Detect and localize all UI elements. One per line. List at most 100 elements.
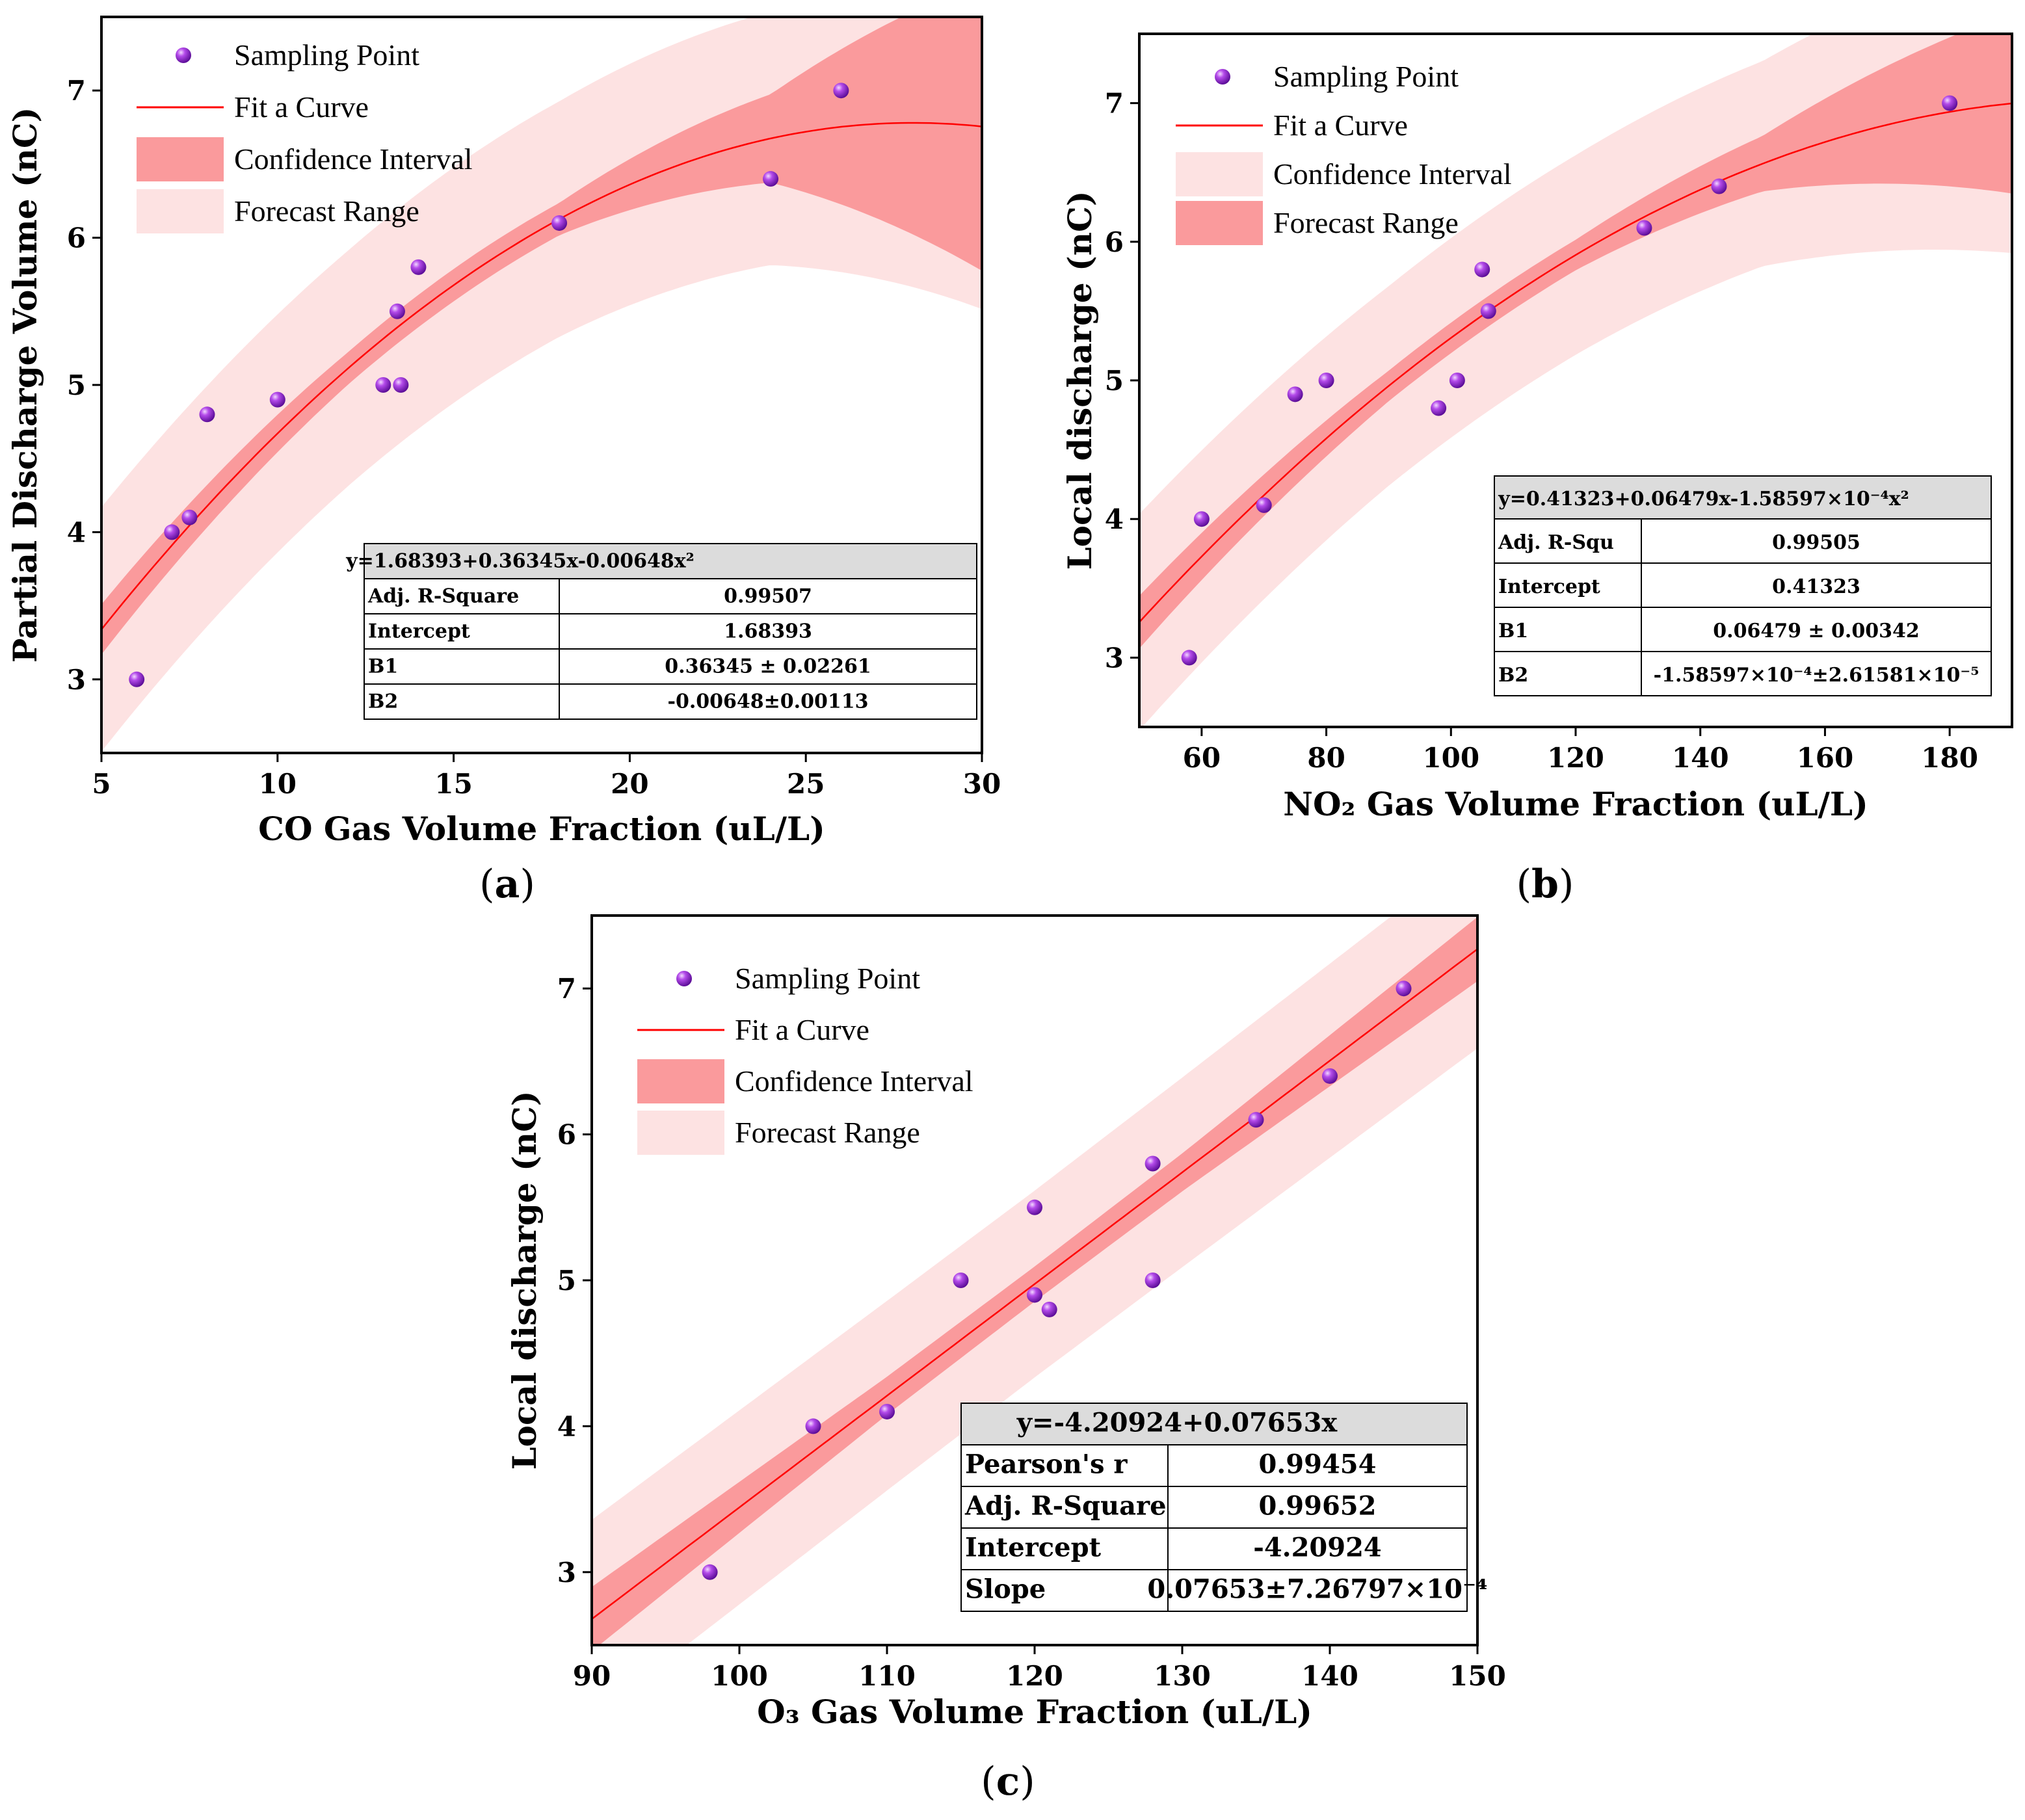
table-equation: y=-4.20924+0.07653x [1016,1408,1338,1438]
sampling-point [879,1403,895,1419]
x-tick-label: 130 [1154,1660,1211,1692]
table-row-value: -1.58597×10⁻⁴±2.61581×10⁻⁵ [1654,664,1979,687]
table-row-label: Pearson's r [965,1449,1128,1480]
table-row-value: 1.68393 [724,620,812,643]
table-row-value: -4.20924 [1253,1533,1382,1563]
legend-swatch [1176,201,1263,245]
table-row-value: 0.36345 ± 0.02261 [665,655,871,678]
plot-area [1139,34,2012,727]
y-tick-label: 7 [67,75,86,107]
panel-label: (a) [479,862,535,907]
legend-label: Sampling Point [735,962,920,995]
y-tick-label: 6 [1105,226,1124,258]
x-tick-label: 160 [1797,742,1854,774]
sampling-point [763,171,779,187]
sampling-point [1942,95,1958,111]
table-row-value: 0.41323 [1772,575,1860,598]
legend-label: Confidence Interval [735,1064,973,1098]
y-tick-label: 7 [557,973,576,1005]
sampling-point [375,377,391,393]
table-row-label: B2 [368,691,398,713]
legend-label: Fit a Curve [1273,109,1408,142]
sampling-point [1145,1273,1161,1288]
sampling-point [953,1273,969,1288]
x-tick-label: 25 [787,768,825,800]
legend: Sampling Point Fit a Curve Confidence Inte… [137,38,473,233]
legend-point-icon [676,971,692,986]
confidence-band [101,17,982,655]
table-row-value: 0.99652 [1259,1491,1377,1522]
sampling-point [1396,981,1412,997]
x-tick-label: 140 [1672,742,1729,774]
table-row-label: Adj. R-Square [964,1491,1167,1522]
sampling-point [1318,373,1334,388]
sampling-point [1256,497,1272,513]
x-tick-label: 20 [611,768,648,800]
confidence-band [592,917,1477,1645]
table-row-label: Intercept [965,1533,1102,1563]
sampling-point [1181,650,1197,666]
legend-swatch [137,189,224,233]
table-row-label: Adj. R-Square [367,585,519,608]
forecast-band [101,17,982,752]
confidence-band [1139,34,2012,649]
x-tick-label: 10 [259,768,297,800]
sampling-point [1145,1155,1161,1172]
table-row-label: B2 [1498,664,1528,687]
sampling-point [833,83,849,99]
sampling-point [164,524,180,540]
stats-table: y=0.41323+0.06479x-1.58597×10⁻⁴x² Adj. R-… [1494,475,1992,696]
table-row-value: 0.99505 [1772,531,1860,554]
y-tick-label: 7 [1105,88,1124,120]
legend-swatch [637,1059,724,1103]
sampling-point [805,1418,821,1434]
legend-swatch [1176,152,1263,196]
table-row-label: Slope [965,1574,1046,1605]
table-equation: y=1.68393+0.36345x-0.00648x² [345,550,695,573]
table-row-value: -0.00648±0.00113 [668,691,869,713]
x-tick-label: 100 [711,1660,768,1692]
y-tick-label: 5 [1105,365,1124,397]
x-tick-label: 15 [434,768,472,800]
legend-point-icon [176,47,191,63]
sampling-point [1248,1112,1264,1128]
x-tick-label: 150 [1449,1660,1506,1692]
chart-panel-b: 60 80 100 120 140 160 180 3 4 5 6 7 NO₂ Gas Volume F… [1061,33,2013,907]
panel-label: (b) [1516,862,1574,907]
stats-table: y=1.68393+0.36345x-0.00648x² Adj. R-Squar… [345,543,977,720]
y-tick-label: 6 [67,222,86,254]
fit-curve [592,948,1477,1620]
forecast-band [1139,34,2012,727]
x-tick-label: 140 [1301,1660,1358,1692]
stats-table: y=-4.20924+0.07653x Pearson's r 0.99454 Adj… [960,1403,1488,1612]
legend-swatch [637,1111,724,1155]
x-tick-label: 180 [1921,742,1978,774]
table-row-value: 0.99454 [1259,1449,1377,1480]
sampling-point [1027,1287,1042,1303]
y-tick-label: 6 [557,1119,576,1151]
sampling-point [389,303,405,319]
x-tick-label: 120 [1006,1660,1063,1692]
legend-label: Confidence Interval [234,142,473,176]
legend-label: Confidence Interval [1273,157,1512,191]
table-row-label: Intercept [1498,575,1600,598]
x-tick-label: 110 [858,1660,916,1692]
sampling-point [1027,1199,1042,1215]
sampling-point [1431,400,1447,416]
fit-curve [1139,102,2012,623]
legend-label: Forecast Range [735,1116,920,1149]
legend: Sampling Point Fit a Curve Confidence Inte… [637,962,973,1155]
x-axis-title: O₃ Gas Volume Fraction (uL/L) [757,1693,1312,1731]
sampling-point [269,391,285,408]
sampling-point [181,509,198,525]
legend-swatch [137,137,224,181]
y-tick-label: 3 [557,1557,576,1589]
plot-area [101,17,982,752]
table-row-label: Intercept [368,620,470,643]
table-row-value: 0.07653±7.26797×10⁻⁴ [1147,1574,1487,1605]
legend-label: Sampling Point [1273,60,1459,93]
sampling-point [1711,178,1727,194]
table-header [1494,475,1992,520]
sampling-point [1480,303,1496,319]
